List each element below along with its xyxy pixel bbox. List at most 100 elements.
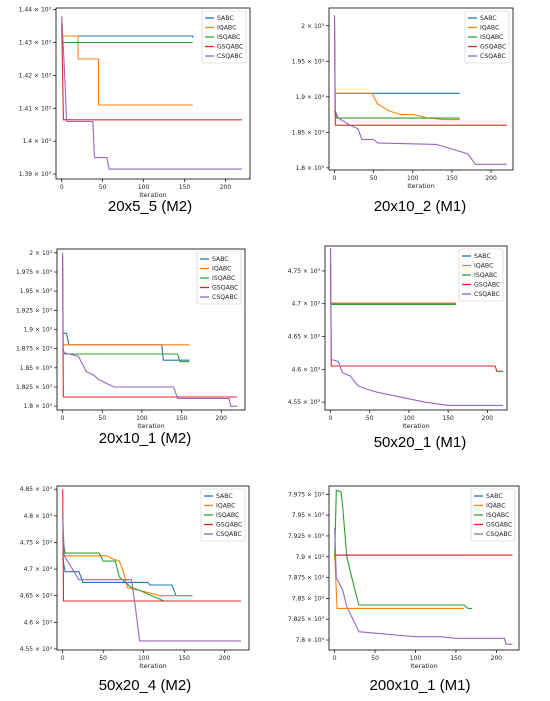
x-tick-label: 50 — [370, 175, 378, 182]
plot-frame — [55, 7, 251, 180]
y-tick-label: 1.95 × 10³ — [20, 288, 53, 295]
chart-panel-1: 0 50 100 150 200 Iteration 1.39 × 10³ 1.4 × 10³… — [0, 0, 275, 233]
y-tick-label: 4.7 × 10³ — [24, 566, 53, 573]
x-tick-label: 100 — [410, 655, 422, 662]
x-tick-label: 200 — [219, 655, 231, 662]
x-tick-label: 100 — [403, 415, 415, 422]
legend-label-csqabc: CSQABC — [474, 291, 500, 298]
y-tick-label: 1.43 × 10³ — [19, 40, 52, 47]
x-tick-label: 100 — [136, 415, 148, 422]
x-tick-label: 150 — [178, 655, 190, 662]
legend-label-csqabc: CSQABC — [486, 531, 512, 538]
y-tick-label: 7.8 × 10³ — [296, 637, 325, 644]
y-tick-label: 4.6 × 10³ — [24, 619, 53, 626]
chart-legend: SABC IQABC ISQABC GSQABC CSQABC — [458, 248, 504, 302]
y-tick-label: 4.8 × 10³ — [24, 513, 53, 520]
y-tick-label: 1.85 × 10³ — [20, 365, 53, 372]
chart-svg-1: 0 50 100 150 200 Iteration 1.39 × 10³ 1.4 × 10³… — [19, 7, 251, 199]
x-tick-label: 0 — [333, 655, 337, 662]
legend-label-sabc: SABC — [216, 493, 233, 500]
x-axis-label: Iteration — [139, 191, 167, 199]
x-tick-label: 150 — [442, 415, 454, 422]
y-tick-label: 2 × 10³ — [301, 23, 324, 30]
plot-frame — [56, 485, 250, 651]
series-line-csqabc — [329, 247, 504, 406]
y-tick-label: 4.7 × 10³ — [292, 301, 321, 308]
y-tick-label: 1.95 × 10³ — [292, 58, 325, 65]
legend-label-gsqabc: GSQABC — [212, 285, 238, 292]
y-tick-label: 1.975 × 10³ — [16, 269, 53, 276]
x-tick-label: 50 — [98, 415, 106, 422]
series-line-iqabc — [61, 35, 193, 106]
x-tick-label: 200 — [215, 415, 227, 422]
chart-panel-4: 0 50 100 150 200 Iteration 4.55 × 10³ 4.6 × 10³… — [275, 240, 550, 465]
x-tick-label: 150 — [446, 175, 458, 182]
y-tick-label: 4.85 × 10³ — [20, 486, 53, 493]
legend-label-sabc: SABC — [486, 493, 503, 500]
x-tick-label: 0 — [60, 184, 64, 191]
y-tick-label: 4.75 × 10³ — [288, 268, 321, 275]
plot-frame — [328, 485, 520, 651]
y-tick-label: 7.85 × 10³ — [292, 595, 325, 602]
x-tick-label: 50 — [99, 655, 107, 662]
y-tick-label: 1.875 × 10³ — [16, 346, 53, 353]
x-tick-label: 200 — [485, 175, 497, 182]
x-tick-label: 0 — [333, 175, 337, 182]
legend-label-sabc: SABC — [480, 15, 497, 22]
x-tick-label: 50 — [366, 415, 374, 422]
y-tick-label: 4.55 × 10³ — [288, 399, 321, 406]
chart-caption-6: 200x10_1 (M1) — [369, 677, 471, 694]
series-line-iqabc — [334, 555, 464, 609]
series-line-csqabc — [61, 16, 242, 170]
x-tick-label: 200 — [482, 415, 494, 422]
x-tick-label: 100 — [138, 655, 150, 662]
series-line-isqabc — [334, 489, 473, 609]
legend-label-csqabc: CSQABC — [212, 294, 238, 301]
legend-label-isqabc: ISQABC — [480, 34, 503, 41]
legend-label-isqabc: ISQABC — [486, 512, 509, 519]
y-tick-label: 1.42 × 10³ — [19, 72, 52, 79]
legend-label-iqabc: IQABC — [212, 266, 231, 273]
series-line-sabc — [62, 332, 190, 361]
x-axis-label: Iteration — [402, 422, 430, 430]
plot-frame — [324, 245, 508, 411]
series-line-sabc — [62, 558, 193, 597]
y-tick-label: 7.95 × 10³ — [292, 512, 325, 519]
y-tick-label: 1.41 × 10³ — [19, 105, 52, 112]
legend-label-gsqabc: GSQABC — [216, 522, 242, 529]
y-tick-label: 1.4 × 10³ — [23, 138, 52, 145]
x-axis-label: Iteration — [407, 182, 435, 190]
legend-label-sabc: SABC — [217, 15, 234, 22]
y-tick-label: 4.6 × 10³ — [292, 366, 321, 373]
y-tick-label: 7.925 × 10³ — [288, 533, 325, 540]
legend-label-gsqabc: GSQABC — [486, 522, 512, 529]
chart-caption-1: 20x5_5 (M2) — [107, 198, 193, 215]
x-tick-label: 150 — [176, 415, 188, 422]
y-tick-label: 7.875 × 10³ — [288, 575, 325, 582]
legend-label-iqabc: IQABC — [480, 25, 499, 32]
legend-label-sabc: SABC — [474, 253, 491, 260]
y-tick-label: 1.825 × 10³ — [16, 384, 53, 391]
x-tick-label: 0 — [329, 415, 333, 422]
legend-label-isqabc: ISQABC — [216, 512, 239, 519]
y-tick-label: 4.65 × 10³ — [288, 334, 321, 341]
chart-panel-2: 0 50 100 150 200 Iteration 1.8 × 10³ 1.85 × 10³… — [275, 0, 550, 233]
x-tick-label: 100 — [138, 184, 150, 191]
legend-label-sabc: SABC — [212, 256, 229, 263]
y-tick-label: 1.85 × 10³ — [292, 129, 325, 136]
y-tick-label: 1.9 × 10³ — [296, 94, 325, 101]
x-tick-label: 50 — [371, 655, 379, 662]
series-line-csqabc — [62, 515, 241, 642]
legend-label-iqabc: IQABC — [474, 263, 493, 270]
legend-label-gsqabc: GSQABC — [474, 282, 500, 289]
y-tick-label: 1.925 × 10³ — [16, 307, 53, 314]
y-tick-label: 1.9 × 10³ — [24, 327, 53, 334]
legend-label-iqabc: IQABC — [486, 503, 505, 510]
chart-legend: SABC IQABC ISQABC GSQABC CSQABC — [200, 488, 246, 542]
x-tick-label: 200 — [220, 184, 232, 191]
chart-legend: SABC IQABC ISQABC GSQABC CSQABC — [196, 251, 242, 305]
y-tick-label: 1.44 × 10³ — [19, 7, 52, 14]
chart-caption-2: 20x10_2 (M1) — [373, 198, 467, 215]
chart-legend: SABC IQABC ISQABC GSQABC CSQABC — [470, 488, 516, 542]
legend-label-gsqabc: GSQABC — [480, 44, 506, 51]
